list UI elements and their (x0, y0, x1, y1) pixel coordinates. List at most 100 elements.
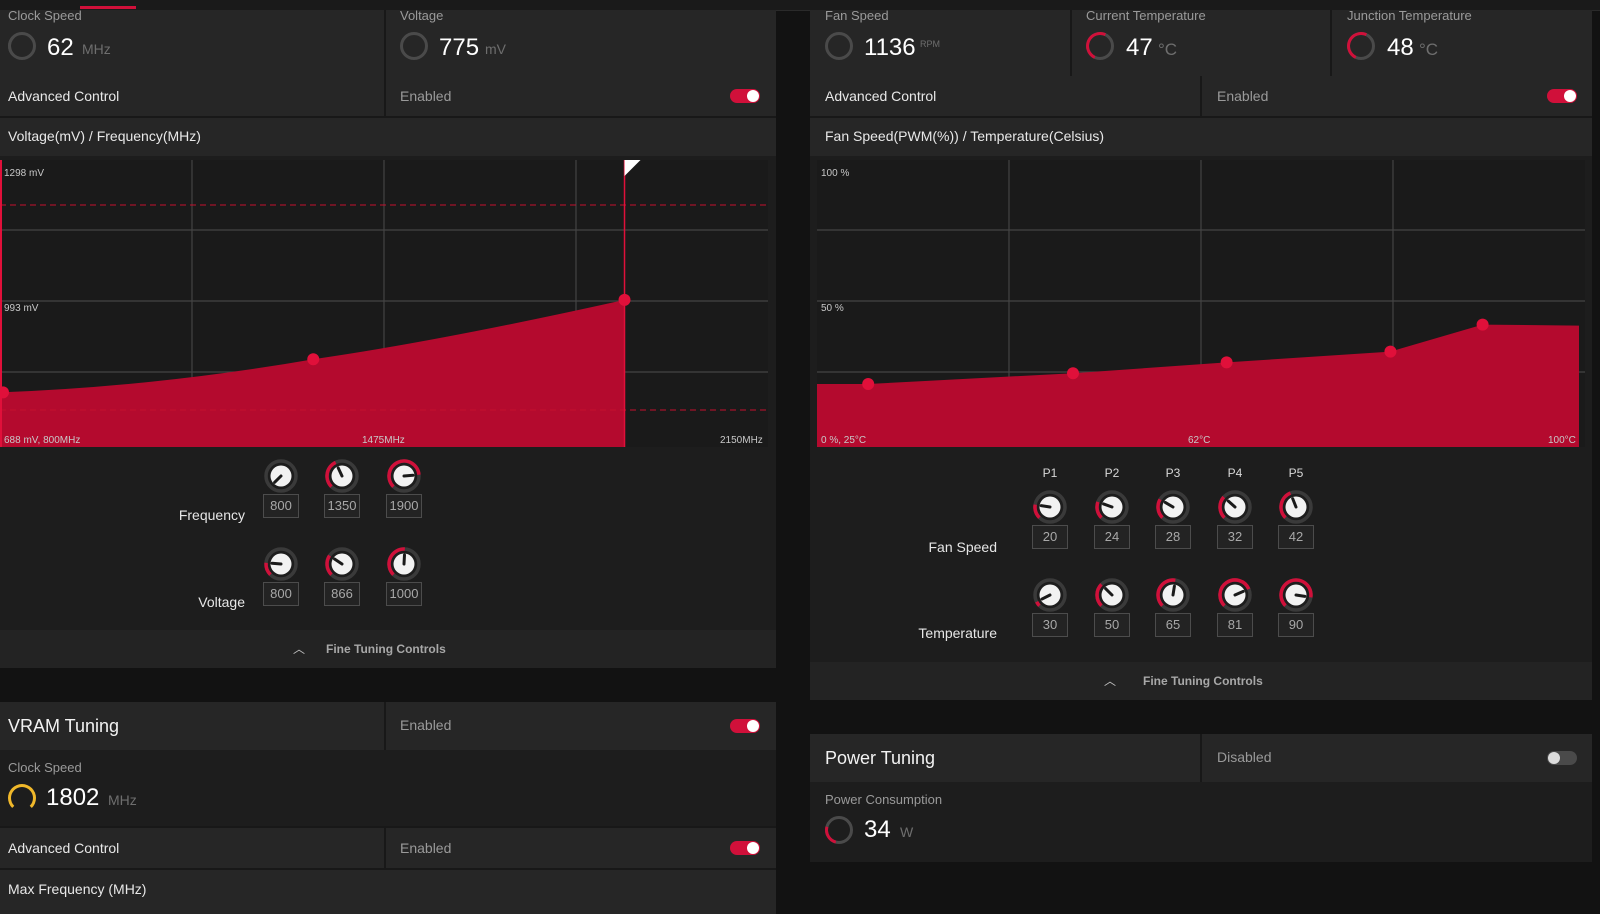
fan-curve-point-2[interactable] (1067, 367, 1079, 380)
point-header-2: P2 (1104, 466, 1120, 480)
fan-speed-value: 1136 (864, 34, 916, 61)
x-tick-left: 688 mV, 800MHz (4, 435, 80, 446)
active-tab-indicator (80, 6, 136, 9)
voltage-row-label: Voltage (198, 594, 245, 610)
fan-speed-knob-5[interactable] (1278, 489, 1314, 525)
fan-speed-input-4[interactable]: 32 (1217, 525, 1253, 549)
vram-header-row: VRAM Tuning Enabled (0, 702, 776, 752)
vram-clock-speed-title: Clock Speed (8, 760, 82, 775)
fan-y-tick-mid: 50 % (821, 303, 844, 314)
temperature-knob-5[interactable] (1278, 577, 1314, 613)
vram-tuning-panel: VRAM Tuning Enabled Clock Speed 1802 MHz… (0, 702, 776, 914)
power-consumption-title: Power Consumption (825, 792, 943, 807)
power-consumption-row: Power Consumption 34 W (810, 782, 1592, 862)
voltage-frequency-plot[interactable]: 1298 mV 993 mV 688 mV, 800MHz 1475MHz 21… (0, 160, 768, 447)
fan-x-tick-mid: 62°C (1188, 435, 1210, 446)
frequency-knob-1[interactable] (263, 458, 299, 494)
fan-curve-point-1[interactable] (862, 378, 875, 390)
voltage-input-2[interactable]: 866 (324, 582, 360, 606)
advanced-control-toggle[interactable] (730, 89, 760, 103)
voltage-gauge-icon (400, 32, 428, 60)
fan-curve-point-5[interactable] (1476, 318, 1489, 331)
voltage-unit: mV (485, 41, 506, 57)
voltage-frequency-area (0, 299, 625, 447)
gpu-fine-tuning-controls[interactable]: ︿ Fine Tuning Controls (0, 630, 776, 668)
voltage-knob-1[interactable] (263, 546, 299, 582)
temperature-row-label: Temperature (918, 625, 997, 641)
clock-speed-gauge-icon (8, 32, 36, 60)
temperature-knob-2[interactable] (1094, 577, 1130, 613)
current-temperature-title: Current Temperature (1086, 8, 1206, 23)
fan-speed-input-5[interactable]: 42 (1278, 525, 1314, 549)
fan-advanced-control-label: Advanced Control (825, 88, 937, 104)
curve-point-3[interactable] (618, 293, 631, 306)
power-consumption-value: 34 (864, 816, 891, 843)
gpu-metrics-row: Clock Speed 62 MHz Voltage 775 mV (0, 8, 776, 78)
temperature-input-4[interactable]: 81 (1217, 613, 1253, 637)
clock-speed-value: 62 (47, 34, 74, 61)
temperature-knob-4[interactable] (1217, 577, 1253, 613)
temperature-input-3[interactable]: 65 (1155, 613, 1191, 637)
fan-curve-point-3[interactable] (1220, 356, 1233, 369)
voltage-knob-2[interactable] (324, 546, 360, 582)
voltage-input-1[interactable]: 800 (263, 582, 299, 606)
voltage-frequency-chart[interactable]: 1298 mV 993 mV 688 mV, 800MHz 1475MHz 21… (0, 160, 768, 447)
voltage-input-3[interactable]: 1000 (386, 582, 422, 606)
fan-speed-knob-2[interactable] (1094, 489, 1130, 525)
frequency-input-3[interactable]: 1900 (386, 494, 422, 518)
frequency-knob-2[interactable] (324, 458, 360, 494)
chevron-up-icon: ︿ (1104, 674, 1117, 688)
fan-temperature-plot[interactable]: 100 % 50 % 0 %, 25°C 62°C 100°C (817, 160, 1585, 447)
fine-tuning-label: Fine Tuning Controls (326, 642, 446, 656)
advanced-control-label: Advanced Control (8, 88, 120, 104)
fan-temperature-area (817, 324, 1579, 447)
clock-speed-unit: MHz (82, 41, 111, 57)
fan-advanced-control-toggle[interactable] (1547, 89, 1577, 103)
frequency-knob-3[interactable] (386, 458, 422, 494)
fan-curve-point-4[interactable] (1384, 345, 1397, 358)
power-tuning-toggle[interactable] (1547, 751, 1577, 765)
fan-speed-knob-3[interactable] (1155, 489, 1191, 525)
fan-speed-knob-1[interactable] (1032, 489, 1068, 525)
fan-metrics-row: Fan Speed 1136 RPM Current Temperature 4… (810, 8, 1592, 78)
vram-advanced-control-toggle[interactable] (730, 841, 760, 855)
y-tick-mid: 993 mV (4, 303, 39, 314)
power-tuning-state: Disabled (1217, 749, 1272, 765)
voltage-knob-3[interactable] (386, 546, 422, 582)
vram-advanced-control-label: Advanced Control (8, 840, 120, 856)
fan-speed-knob-4[interactable] (1217, 489, 1253, 525)
fan-speed-input-2[interactable]: 24 (1094, 525, 1130, 549)
temperature-input-2[interactable]: 50 (1094, 613, 1130, 637)
junction-temperature-gauge-icon (1343, 28, 1379, 64)
temperature-knob-1[interactable] (1032, 577, 1068, 613)
fan-speed-input-1[interactable]: 20 (1032, 525, 1068, 549)
temperature-knob-3[interactable] (1155, 577, 1191, 613)
curve-point-min[interactable] (0, 386, 9, 399)
fan-y-tick-top: 100 % (821, 168, 849, 179)
point-header-3: P3 (1165, 466, 1181, 480)
chevron-up-icon: ︿ (293, 642, 306, 656)
max-frequency-handle-icon[interactable] (624, 160, 641, 176)
temperature-input-5[interactable]: 90 (1278, 613, 1314, 637)
fan-temperature-chart[interactable]: 100 % 50 % 0 %, 25°C 62°C 100°C (817, 160, 1585, 447)
power-consumption-gauge-icon (819, 810, 859, 850)
point-header-1: P1 (1042, 466, 1058, 480)
frequency-input-2[interactable]: 1350 (324, 494, 360, 518)
x-tick-right: 2150MHz (720, 435, 763, 446)
junction-temperature-title: Junction Temperature (1347, 8, 1472, 23)
fan-fine-tuning-controls[interactable]: ︿ Fine Tuning Controls (810, 662, 1592, 700)
vram-tuning-toggle[interactable] (730, 719, 760, 733)
frequency-input-1[interactable]: 800 (263, 494, 299, 518)
frequency-row-label: Frequency (178, 507, 245, 523)
y-tick-top: 1298 mV (4, 168, 44, 179)
fan-fine-tuning-label: Fine Tuning Controls (1143, 674, 1263, 688)
current-temperature-unit: °C (1158, 40, 1178, 59)
curve-point-2[interactable] (307, 353, 320, 366)
point-header-4: P4 (1227, 466, 1243, 480)
junction-temperature-unit: °C (1419, 40, 1439, 59)
fan-speed-input-3[interactable]: 28 (1155, 525, 1191, 549)
temperature-input-1[interactable]: 30 (1032, 613, 1068, 637)
fan-tuning-panel: Fan Speed 1136 RPM Current Temperature 4… (810, 8, 1592, 700)
vram-clock-row: Clock Speed 1802 MHz (0, 750, 776, 828)
power-tuning-title: Power Tuning (825, 748, 936, 768)
